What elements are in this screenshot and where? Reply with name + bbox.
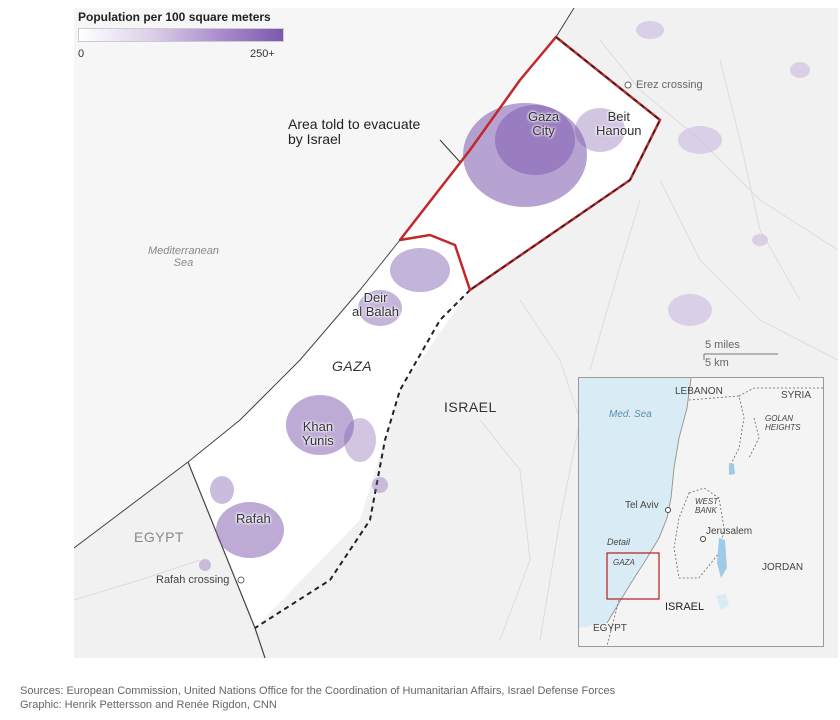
city-label-rafah: Rafah — [236, 511, 271, 526]
inset-lebanon-label: LEBANON — [675, 386, 723, 397]
inset-gaza-label: GAZA — [613, 558, 635, 567]
inset-borders — [606, 387, 823, 646]
inset-detail-box — [606, 552, 660, 600]
graphic-credit-text: Graphic: Henrik Pettersson and Renée Rig… — [20, 699, 277, 711]
inset-jordan-label: JORDAN — [762, 562, 804, 573]
inset-lake — [729, 463, 735, 475]
jerusalem-marker — [700, 536, 706, 542]
city-label-deir-al-balah: Deir al Balah — [352, 290, 399, 320]
annotation-leader — [439, 139, 461, 163]
sea-label: Mediterranean Sea — [148, 245, 219, 270]
rafah-crossing-marker — [237, 576, 245, 584]
scale-km-label: 5 km — [705, 357, 729, 369]
tel-aviv-marker — [665, 507, 671, 513]
map-area — [74, 8, 838, 658]
city-label-khan-yunis: Khan Yunis — [302, 419, 334, 449]
region-label-egypt: EGYPT — [134, 529, 184, 545]
inset-jerusalem-label: Jerusalem — [706, 526, 753, 537]
evacuation-annotation: Area told to evacuate by Israel — [288, 116, 421, 148]
inset-west-bank-label: WEST BANK — [695, 497, 719, 515]
city-label-gaza-city: Gaza City — [528, 109, 560, 139]
sea-area — [74, 8, 574, 548]
inset-tel-aviv-label: Tel Aviv — [625, 500, 659, 511]
inset-israel-label: ISRAEL — [665, 601, 705, 613]
rafah-crossing-label: Rafah crossing — [156, 574, 230, 586]
inset-dead-sea — [717, 538, 727, 578]
region-label-gaza: GAZA — [332, 358, 373, 374]
borders — [74, 8, 575, 658]
inset-golan-label: GOLAN HEIGHTS — [765, 414, 801, 432]
source-credits: Sources: European Commission, United Nat… — [20, 684, 615, 712]
region-label-israel: ISRAEL — [444, 399, 497, 415]
inset-red-sea-tip — [716, 594, 729, 610]
legend-max-label: 250+ — [250, 48, 275, 60]
inset-map: Med. Sea LEBANON SYRIA GOLAN HEIGHTS Tel… — [578, 377, 824, 647]
inset-syria-label: SYRIA — [781, 390, 812, 401]
inset-egypt-label: EGYPT — [593, 623, 627, 634]
legend-title: Population per 100 square meters — [78, 10, 271, 24]
map-svg — [74, 8, 838, 658]
israel-population — [636, 21, 810, 326]
sources-text: Sources: European Commission, United Nat… — [20, 685, 616, 697]
evacuation-east-dashes — [469, 36, 661, 291]
gaza-population — [199, 103, 625, 571]
legend-min-label: 0 — [78, 48, 85, 60]
inset-sea-label: Med. Sea — [609, 409, 652, 420]
scale-miles-label: 5 miles — [705, 339, 740, 351]
city-label-beit-hanoun: Beit Hanoun — [596, 109, 642, 139]
inset-coastline — [606, 378, 692, 624]
legend: Population per 100 square meters 0 250+ — [78, 10, 318, 60]
inset-detail-label: Detail — [607, 537, 631, 547]
legend-color-ramp — [78, 28, 284, 42]
inset-svg — [579, 378, 823, 646]
erez-crossing-marker — [624, 81, 632, 89]
scale-bar — [703, 353, 778, 360]
erez-crossing-label: Erez crossing — [636, 79, 703, 91]
